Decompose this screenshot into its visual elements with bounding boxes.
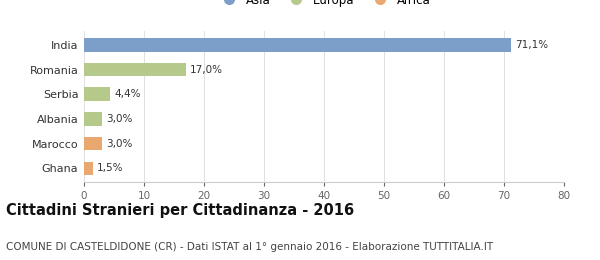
Text: 71,1%: 71,1%	[515, 40, 548, 50]
Text: COMUNE DI CASTELDIDONE (CR) - Dati ISTAT al 1° gennaio 2016 - Elaborazione TUTTI: COMUNE DI CASTELDIDONE (CR) - Dati ISTAT…	[6, 242, 493, 252]
Bar	[84, 87, 110, 101]
Text: 4,4%: 4,4%	[115, 89, 141, 99]
Text: 3,0%: 3,0%	[106, 114, 133, 124]
Legend: Asia, Europa, Africa: Asia, Europa, Africa	[212, 0, 436, 11]
Bar	[84, 137, 102, 151]
Text: 1,5%: 1,5%	[97, 163, 124, 173]
Text: 3,0%: 3,0%	[106, 139, 133, 149]
Text: Cittadini Stranieri per Cittadinanza - 2016: Cittadini Stranieri per Cittadinanza - 2…	[6, 203, 354, 218]
Bar	[84, 63, 186, 76]
Bar	[84, 112, 102, 126]
Bar	[84, 38, 511, 52]
Bar	[84, 161, 93, 175]
Text: 17,0%: 17,0%	[190, 64, 223, 75]
